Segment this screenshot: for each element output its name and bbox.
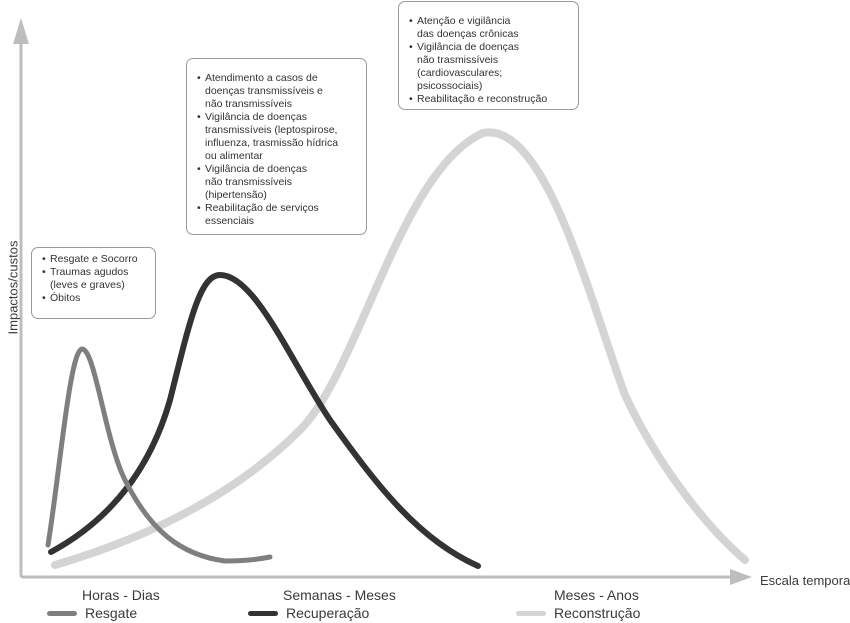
legend-swatch — [248, 610, 278, 616]
reconstrucao-item: Vigilância de doenças não trasmissíveis … — [409, 41, 568, 93]
x-tick-label: Semanas - Meses — [283, 587, 396, 603]
resgate-item: Traumas agudos (leves e graves) — [42, 266, 145, 292]
legend-item-recuperacao: Recuperação — [248, 605, 369, 621]
x-axis-arrow — [730, 569, 752, 585]
x-tick-label: Horas - Dias — [82, 587, 160, 603]
resgate-item: Resgate e Socorro — [42, 253, 145, 266]
recuperacao-item: Vigilância de doenças transmissíveis (le… — [197, 111, 356, 163]
legend-label: Recuperação — [286, 605, 370, 621]
resgate-item: Óbitos — [42, 292, 145, 305]
reconstrucao-curve — [51, 128, 749, 569]
y-axis-label: Impactos/custos — [5, 240, 21, 335]
y-axis-arrow — [13, 18, 29, 44]
recuperacao-box: Atendimento a casos de doenças transmiss… — [186, 58, 367, 235]
legend-label: Reconstrução — [554, 605, 641, 621]
legend-swatch — [47, 610, 77, 616]
recuperacao-item: Vigilância de doenças não transmissíveis… — [197, 163, 356, 202]
x-axis-label: Escala temporal — [760, 573, 850, 588]
legend-swatch — [516, 610, 546, 616]
legend-item-reconstrucao: Reconstrução — [516, 605, 640, 621]
reconstrucao-box: Atenção e vigilância das doenças crônica… — [398, 1, 579, 110]
recuperacao-curve — [48, 271, 481, 569]
legend-label: Resgate — [85, 605, 138, 621]
recuperacao-item: Reabilitação de serviços essenciais — [197, 202, 356, 228]
x-tick-label: Meses - Anos — [554, 587, 639, 603]
recuperacao-item: Atendimento a casos de doenças transmiss… — [197, 72, 356, 111]
reconstrucao-item: Atenção e vigilância das doenças crônica… — [409, 15, 568, 41]
legend-item-resgate: Resgate — [47, 605, 137, 621]
reconstrucao-item: Reabilitação e reconstrução — [409, 93, 568, 106]
resgate-curve — [45, 346, 273, 564]
resgate-box: Resgate e Socorro Traumas agudos (leves … — [31, 247, 156, 319]
